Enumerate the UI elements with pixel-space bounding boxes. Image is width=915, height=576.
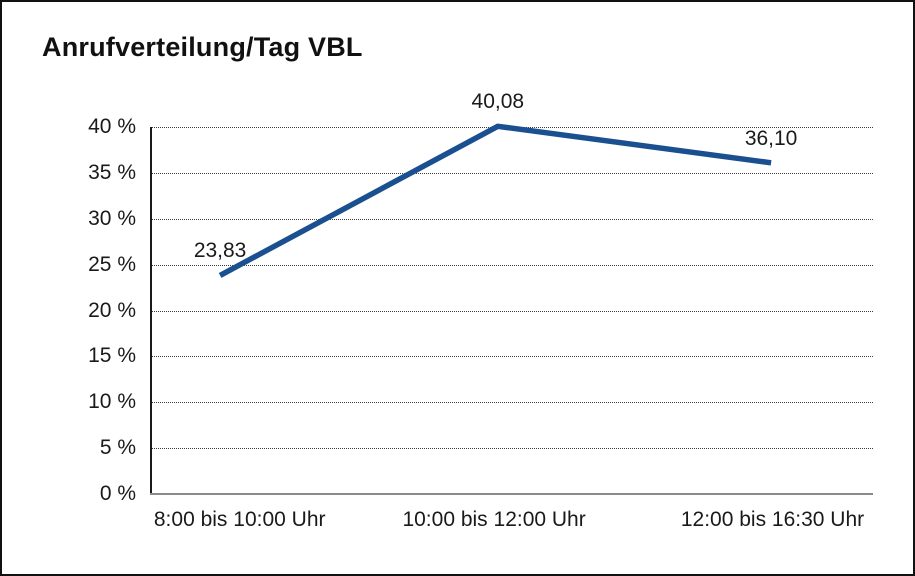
y-axis-line	[150, 127, 152, 494]
chart-title: Anrufverteilung/Tag VBL	[42, 32, 363, 62]
x-category-label: 8:00 bis 10:00 Uhr	[153, 508, 326, 531]
y-tick-label: 0 %	[99, 482, 136, 505]
y-tick-label: 35 %	[88, 160, 136, 184]
y-tick-label: 10 %	[88, 390, 136, 414]
plot-area: 23,83 40,08 36,10	[150, 90, 873, 495]
gridline	[150, 172, 873, 174]
y-tick-label: 15 %	[88, 344, 136, 368]
gridline	[150, 310, 873, 312]
line-series	[218, 123, 772, 278]
y-tick-label: 40 %	[88, 115, 136, 138]
gridline	[150, 402, 873, 404]
data-label: 23,83	[193, 239, 247, 263]
y-tick-label: 30 %	[88, 206, 136, 230]
x-category-label: 12:00 bis 16:30 Uhr	[680, 508, 865, 531]
x-axis-line	[150, 493, 873, 495]
y-tick-label: 20 %	[88, 298, 136, 322]
y-tick-label: 25 %	[88, 252, 136, 276]
gridline	[150, 218, 873, 220]
x-category-label: 10:00 bis 12:00 Uhr	[402, 508, 586, 531]
data-label: 40,08	[471, 90, 525, 114]
gridline	[150, 448, 873, 450]
gridline	[150, 264, 873, 266]
data-label: 36,10	[744, 126, 798, 150]
series-polyline	[218, 123, 772, 278]
y-tick-label: 5 %	[99, 436, 136, 460]
gridline	[150, 356, 873, 358]
